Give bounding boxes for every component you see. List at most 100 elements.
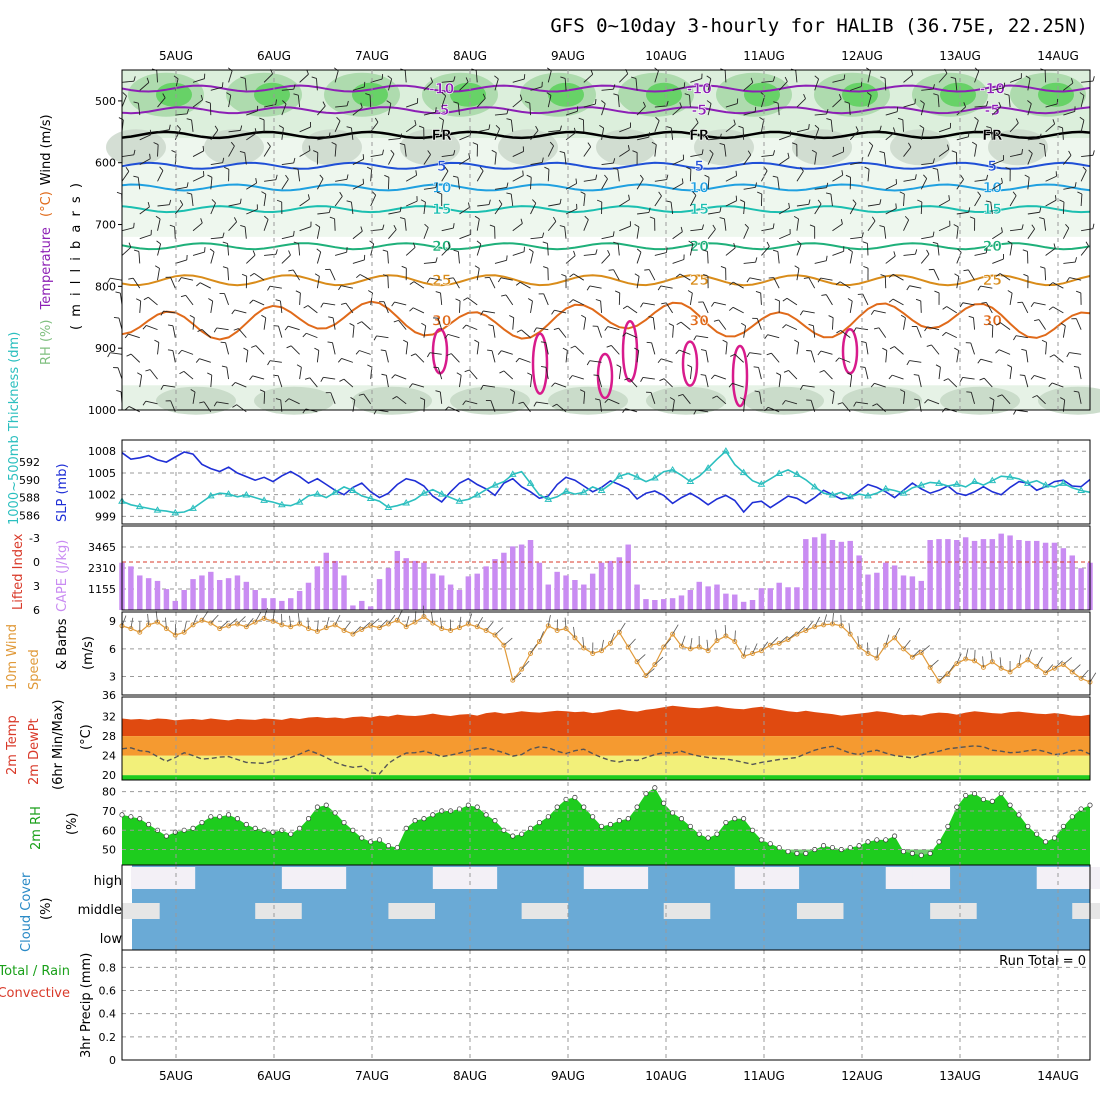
wind-barb-flag: [346, 100, 349, 106]
cloud-mid-cell: [1072, 903, 1084, 919]
wind-barb-flag: [794, 265, 800, 269]
wind-barb-flag: [882, 347, 888, 351]
rh-marker: [998, 791, 1004, 797]
cape-frame: [121, 525, 1091, 611]
wind-barb: [1015, 335, 1028, 339]
wind-barb: [128, 406, 140, 413]
wind-barb-flag: [612, 167, 618, 170]
wind-barb-flag: [275, 249, 278, 255]
wind-barb-flag: [1024, 174, 1030, 178]
wind-barb-flag: [579, 389, 585, 393]
wind-barb: [396, 396, 407, 405]
wind-barb-10m: [965, 648, 969, 660]
slp-tick-1008: 1008: [88, 445, 116, 458]
wind-barb-flag: [231, 309, 236, 315]
wind-barb: [983, 377, 993, 388]
wind-barb-flag: [365, 93, 371, 96]
cloud-high-cell: [1081, 867, 1093, 889]
wind-barb: [1063, 186, 1076, 190]
cape-bar: [803, 539, 809, 610]
wind-barb: [742, 127, 745, 140]
wind-barb-flag: [926, 249, 930, 255]
cloud-high-cell: [468, 867, 480, 889]
wind-barb-flag: [462, 324, 467, 329]
wind-barb: [1080, 193, 1083, 207]
cape-bar: [412, 560, 418, 610]
wind-barb-flag: [658, 191, 662, 197]
wind-barb-flag: [977, 358, 982, 364]
wind-barb-flag: [488, 324, 494, 327]
wind-barb: [672, 86, 685, 91]
x-label-top-14AUG: 14AUG: [1037, 49, 1079, 63]
wind-barb: [359, 350, 371, 355]
wind-barb-flag: [128, 277, 134, 280]
wind-barb: [370, 194, 377, 207]
wind-barb: [689, 243, 694, 256]
wind-barb: [192, 78, 205, 83]
wind-barb-flag: [686, 166, 692, 170]
wind-barb: [388, 211, 401, 215]
thickness-marker: [722, 447, 730, 454]
wind-barb: [689, 367, 693, 380]
wind-barb-flag: [860, 366, 866, 368]
wind-barb-flag: [382, 274, 388, 277]
x-label-bottom-11AUG: 11AUG: [743, 1069, 785, 1083]
rh-marker: [376, 837, 383, 843]
cape-bar: [190, 579, 196, 610]
series-SLP: [121, 451, 1091, 514]
wind-barb-flag: [480, 310, 484, 316]
wind-barb-flag: [900, 389, 905, 393]
wind-barb-flag: [527, 298, 533, 302]
wind-barb: [341, 358, 354, 363]
cape-bar: [518, 544, 525, 610]
wind-barb: [903, 74, 914, 83]
cape-bar: [385, 568, 392, 610]
thickness-marker: [313, 490, 322, 497]
isotherm-10: [121, 183, 1091, 192]
wind-barb-flag: [382, 249, 388, 252]
thickness-marker: [864, 491, 872, 499]
wind-barb-flag: [773, 101, 779, 104]
wind-barb: [558, 327, 567, 338]
rh-tick-50: 50: [102, 844, 116, 857]
wind-barb: [1063, 261, 1076, 264]
wind-barb-10m: [521, 660, 530, 670]
wind-barb-flag: [746, 277, 751, 283]
wind-barb-flag: [220, 341, 226, 344]
wind-barb: [437, 367, 443, 380]
wind-barb-flag: [435, 291, 441, 294]
wind-barb-flag: [863, 265, 869, 269]
wind-barb-flag: [634, 223, 640, 228]
wind-barb-flag: [479, 166, 484, 172]
cloud-high-cell: [779, 867, 791, 889]
wind-barb: [191, 119, 194, 132]
wind-barb-flag: [613, 158, 616, 164]
wind-barb-flag: [722, 339, 728, 343]
wind-barb: [387, 78, 393, 91]
temp-band-green: [122, 775, 1090, 780]
thickness-marker: [526, 479, 535, 486]
wind-barb-flag: [954, 273, 960, 277]
wind-barb-flag: [932, 241, 938, 244]
wind-barb: [157, 129, 170, 133]
cape-bar: [767, 588, 774, 610]
wind-barb: [885, 131, 896, 141]
wind-barb-flag: [700, 374, 706, 376]
wind-barb-flag: [828, 315, 834, 319]
wind-barb-flag: [614, 290, 620, 294]
wind-ylabel-3: & Barbs: [55, 618, 70, 670]
wind-barb: [530, 162, 543, 165]
wind-barb-10m: [147, 613, 150, 625]
cape-bar: [438, 575, 445, 610]
wind-barb: [547, 169, 550, 182]
wind-barb: [785, 400, 798, 405]
wind-barb-flag: [328, 207, 331, 213]
wind-barb: [689, 293, 693, 305]
wind-barb: [545, 342, 549, 355]
wind-barb: [909, 285, 922, 289]
cloud-high-cell: [752, 867, 764, 889]
wind-barb: [423, 325, 427, 338]
wind-barb-flag: [474, 339, 479, 343]
wind-barb: [554, 309, 567, 314]
wind-barb-flag: [649, 216, 655, 220]
